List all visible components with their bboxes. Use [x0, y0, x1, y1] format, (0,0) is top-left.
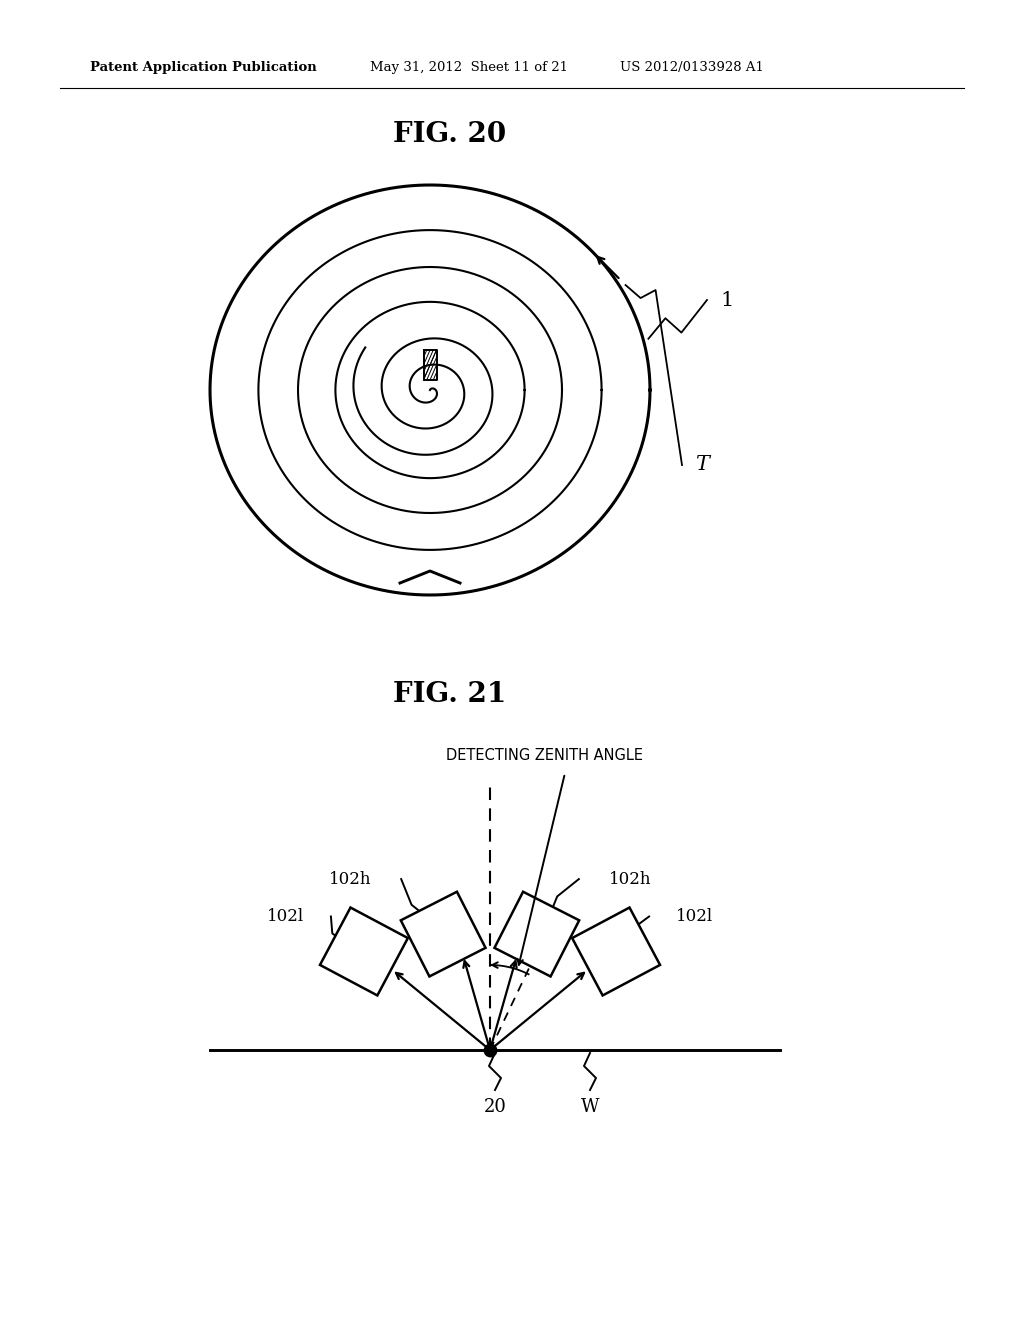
Text: May 31, 2012  Sheet 11 of 21: May 31, 2012 Sheet 11 of 21 — [370, 62, 568, 74]
Text: FIG. 21: FIG. 21 — [393, 681, 507, 709]
Text: T: T — [695, 455, 709, 474]
Text: FIG. 20: FIG. 20 — [393, 121, 507, 149]
Text: Patent Application Publication: Patent Application Publication — [90, 62, 316, 74]
Text: 102h: 102h — [329, 871, 371, 887]
Text: 102l: 102l — [676, 908, 713, 925]
Text: 102h: 102h — [609, 871, 651, 887]
Polygon shape — [495, 892, 580, 977]
Polygon shape — [572, 908, 660, 995]
Text: US 2012/0133928 A1: US 2012/0133928 A1 — [620, 62, 764, 74]
Text: DETECTING ZENITH ANGLE: DETECTING ZENITH ANGLE — [446, 747, 643, 763]
Text: 102l: 102l — [267, 908, 304, 925]
Polygon shape — [319, 908, 408, 995]
Text: 1: 1 — [720, 290, 733, 309]
Text: W: W — [581, 1098, 599, 1115]
Polygon shape — [400, 892, 485, 977]
Text: 20: 20 — [483, 1098, 507, 1115]
